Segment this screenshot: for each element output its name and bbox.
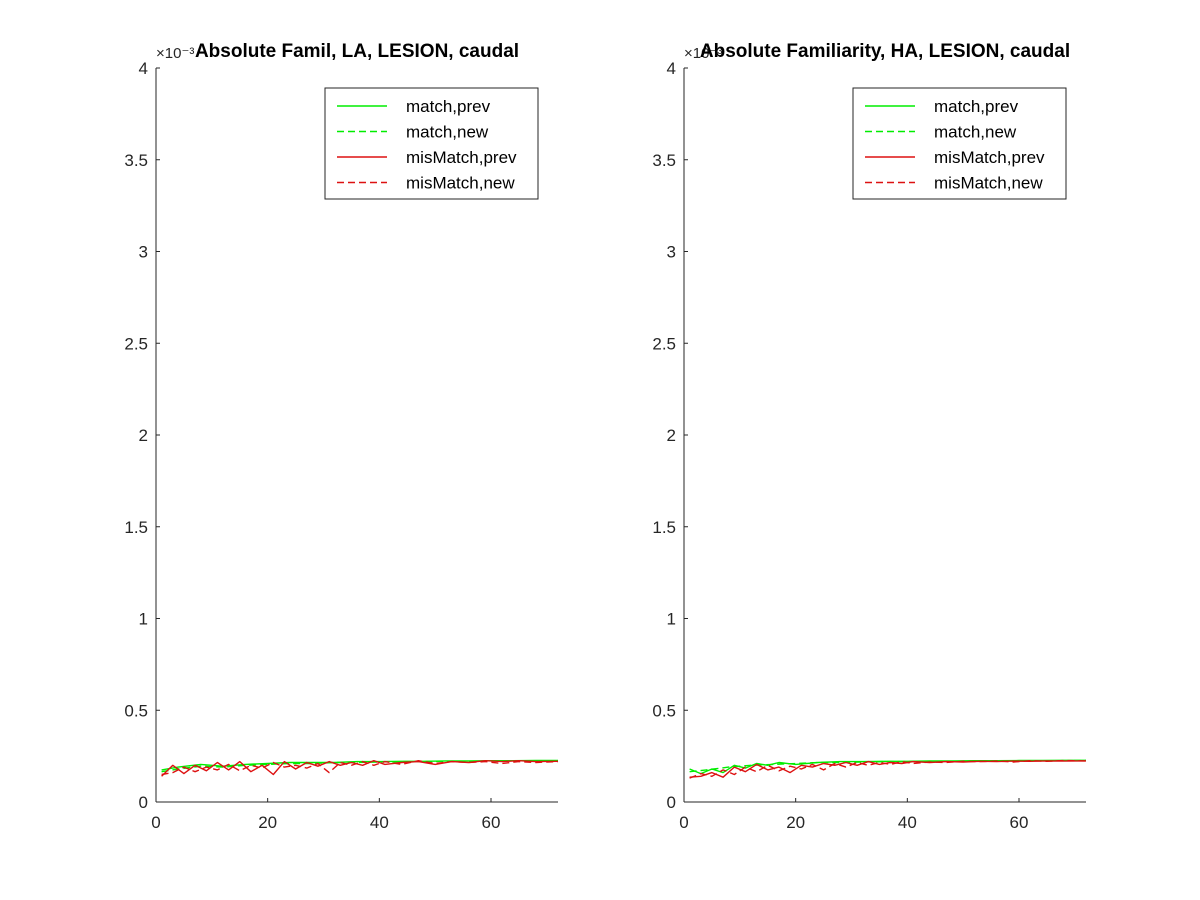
- series-line-match-new: [161, 760, 559, 773]
- y-tick-label: 4: [139, 59, 148, 78]
- y-tick-label: 3.5: [124, 151, 148, 170]
- y-tick-label: 3: [139, 243, 148, 262]
- y-tick-label: 4: [667, 59, 676, 78]
- y-exponent-label: ×10⁻³: [156, 45, 194, 62]
- series-line-mismatch-new: [161, 760, 559, 776]
- legend-label: match,prev: [406, 97, 491, 116]
- chart-panel-1: 00.511.522.533.540 20 40 60×10⁻³ Absolute Fa…: [124, 41, 559, 832]
- legend: match,prev match,new misMatch,prev misMatch…: [852, 87, 1067, 200]
- legend: match,prev match,new misMatch,prev misMatch…: [324, 87, 539, 200]
- y-exponent-label: ×10⁻³: [684, 45, 722, 62]
- y-tick-label: 0.5: [652, 701, 676, 720]
- y-tick-label: 1: [139, 610, 148, 629]
- y-tick-label: 3: [667, 243, 676, 262]
- y-tick-label: 1: [667, 610, 676, 629]
- x-tick-label: 20: [786, 813, 805, 832]
- legend-label: match,new: [934, 123, 1017, 142]
- x-tick-label: 0: [151, 813, 160, 832]
- y-tick-label: 3.5: [652, 151, 676, 170]
- x-tick-label: 40: [898, 813, 917, 832]
- legend-label: match,prev: [934, 97, 1019, 116]
- x-tick-label: 60: [482, 813, 501, 832]
- legend-label: misMatch,new: [406, 174, 515, 193]
- legend-label: match,new: [406, 123, 489, 142]
- legend-label: misMatch,prev: [934, 148, 1045, 167]
- x-tick-label: 40: [370, 813, 389, 832]
- chart-title: Absolute Famil, LA, LESION, caudal: [195, 41, 519, 62]
- legend-label: misMatch,prev: [406, 148, 517, 167]
- y-tick-label: 0.5: [124, 701, 148, 720]
- series-line-mismatch-new: [689, 759, 1087, 779]
- y-tick-label: 0: [667, 793, 676, 812]
- y-tick-label: 2.5: [124, 334, 148, 353]
- x-tick-label: 20: [258, 813, 277, 832]
- series-line-mismatch-prev: [161, 760, 559, 777]
- series-line-match-new: [689, 759, 1087, 773]
- x-tick-label: 60: [1010, 813, 1029, 832]
- y-tick-label: 1.5: [124, 518, 148, 537]
- y-tick-label: 2.5: [652, 334, 676, 353]
- y-tick-label: 0: [139, 793, 148, 812]
- x-tick-label: 0: [679, 813, 688, 832]
- y-tick-label: 1.5: [652, 518, 676, 537]
- chart-title: Absolute Familiarity, HA, LESION, caudal: [700, 41, 1070, 62]
- y-tick-label: 2: [667, 426, 676, 445]
- y-tick-label: 2: [139, 426, 148, 445]
- legend-label: misMatch,new: [934, 174, 1043, 193]
